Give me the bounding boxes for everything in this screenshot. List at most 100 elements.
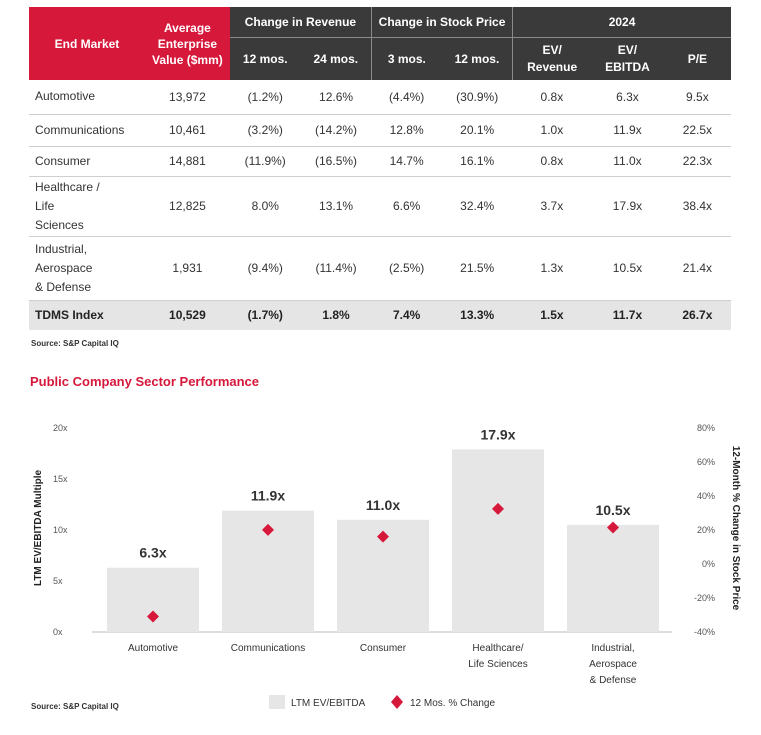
cell-stock3: 6.6%	[371, 176, 442, 237]
table-row: Healthcare / Life Sciences 12,825 8.0% 1…	[29, 176, 731, 237]
cell-rev24: 1.8%	[300, 300, 372, 330]
y2-tick-label: 40%	[697, 491, 715, 501]
cell-stock3: 7.4%	[371, 300, 442, 330]
cell-stock12: 21.5%	[441, 236, 513, 301]
cell-rev12: 8.0%	[229, 176, 301, 237]
cell-stock12: 32.4%	[441, 176, 513, 237]
category-label: Industrial, Aerospace & Defense	[589, 643, 637, 686]
cell-rev12: (11.9%)	[229, 146, 301, 177]
legend-label-ebitda: LTM EV/EBITDA	[291, 698, 366, 709]
cell-ev: 12,825	[144, 176, 230, 237]
cell-stock3: (2.5%)	[371, 236, 442, 301]
y2-tick-label: 0%	[702, 559, 715, 569]
header-change-revenue: Change in Revenue	[229, 7, 372, 38]
category-label: Consumer	[360, 643, 407, 654]
stock-change-marker	[377, 530, 389, 543]
y2-tick-label: -20%	[694, 593, 715, 603]
y-tick-label: 15x	[53, 474, 68, 484]
stock-change-marker	[262, 523, 274, 536]
bar-4	[567, 524, 659, 632]
header-pe: P/E	[663, 37, 731, 80]
cell-stock3: (4.4%)	[371, 80, 442, 115]
cell-market: Healthcare / Life Sciences	[29, 176, 145, 237]
cell-ev-ebitda: 10.5x	[591, 236, 664, 301]
cell-ev-revenue: 1.3x	[512, 236, 592, 301]
cell-market: TDMS Index	[29, 300, 145, 330]
y2-tick-label: 60%	[697, 457, 715, 467]
header-end-market: End Market	[29, 7, 145, 80]
y2-tick-label: 20%	[697, 525, 715, 535]
legend-label-stock-change: 12 Mos. % Change	[410, 698, 495, 709]
cell-stock12: 16.1%	[441, 146, 513, 177]
cell-ev-ebitda: 11.9x	[591, 114, 664, 147]
cell-rev24: 13.1%	[300, 176, 372, 237]
cell-ev-revenue: 0.8x	[512, 146, 592, 177]
cell-ev-revenue: 3.7x	[512, 176, 592, 237]
table-total-row: TDMS Index 10,529 (1.7%) 1.8% 7.4% 13.3%…	[29, 300, 731, 330]
cell-ev-ebitda: 11.7x	[591, 300, 664, 330]
cell-market: Industrial, Aerospace & Defense	[29, 236, 145, 301]
bar-value-label: 11.0x	[366, 497, 400, 513]
y2-tick-label: 80%	[697, 423, 715, 433]
cell-rev24: (16.5%)	[300, 146, 372, 177]
y-axis-label: LTM EV/EBITDA Multiple	[33, 470, 44, 587]
header-ev-revenue: EV/ Revenue	[512, 37, 592, 80]
header-rev-24: 24 mos.	[300, 37, 372, 80]
cell-ev-revenue: 0.8x	[512, 80, 592, 115]
header-year: 2024	[512, 7, 731, 38]
y-tick-label: 20x	[53, 423, 68, 433]
bar-value-label: 17.9x	[480, 426, 515, 442]
valuation-table: End Market Average Enterprise Value ($mm…	[29, 7, 731, 330]
header-stock-12: 12 mos.	[441, 37, 513, 80]
header-stock-3: 3 mos.	[370, 37, 442, 80]
source-note-bottom: Source: S&P Capital IQ	[31, 702, 119, 711]
y-tick-label: 10x	[53, 525, 68, 535]
stock-change-marker	[492, 502, 504, 515]
cell-rev12: (1.2%)	[229, 80, 301, 115]
stock-change-marker	[147, 610, 159, 623]
cell-ev-ebitda: 11.0x	[591, 146, 664, 177]
table-row: Communications 10,461 (3.2%) (14.2%) 12.…	[29, 114, 731, 147]
category-label: Healthcare/Life Sciences	[468, 643, 527, 670]
cell-market: Automotive	[29, 80, 145, 115]
stock-change-marker	[607, 521, 619, 534]
bar-value-label: 6.3x	[139, 545, 166, 561]
cell-pe: 21.4x	[663, 236, 731, 301]
legend-bar-swatch	[269, 695, 285, 709]
cell-rev24: (14.2%)	[300, 114, 372, 147]
cell-stock12: 13.3%	[441, 300, 513, 330]
cell-rev12: (9.4%)	[229, 236, 301, 301]
category-label: Communications	[231, 643, 305, 654]
bar-3	[452, 449, 544, 632]
cell-ev: 13,972	[144, 80, 230, 115]
header-rev-12: 12 mos.	[229, 37, 301, 80]
cell-ev: 14,881	[144, 146, 230, 177]
cell-ev-ebitda: 6.3x	[591, 80, 664, 115]
cell-stock3: 12.8%	[371, 114, 442, 147]
source-note-top: Source: S&P Capital IQ	[31, 339, 119, 348]
cell-stock3: 14.7%	[371, 146, 442, 177]
cell-ev: 10,461	[144, 114, 230, 147]
cell-rev12: (1.7%)	[229, 300, 301, 330]
cell-stock12: (30.9%)	[441, 80, 513, 115]
cell-pe: 22.5x	[663, 114, 731, 147]
cell-ev-revenue: 1.5x	[512, 300, 592, 330]
bar-value-label: 10.5x	[595, 502, 630, 518]
chart-title: Public Company Sector Performance	[30, 374, 260, 389]
cell-pe: 9.5x	[663, 80, 731, 115]
bar-value-label: 11.9x	[251, 488, 285, 504]
y-tick-label: 0x	[53, 627, 63, 637]
y-tick-label: 5x	[53, 576, 63, 586]
cell-pe: 22.3x	[663, 146, 731, 177]
y2-axis-label: 12-Month % Change in Stock Price	[730, 446, 741, 611]
cell-stock12: 20.1%	[441, 114, 513, 147]
cell-market: Consumer	[29, 146, 145, 177]
table-row: Consumer 14,881 (11.9%) (16.5%) 14.7% 16…	[29, 146, 731, 177]
cell-rev12: (3.2%)	[229, 114, 301, 147]
cell-pe: 38.4x	[663, 176, 731, 237]
y2-tick-label: -40%	[694, 627, 715, 637]
header-avg-ev: Average Enterprise Value ($mm)	[144, 7, 230, 80]
cell-rev24: (11.4%)	[300, 236, 372, 301]
cell-ev-ebitda: 17.9x	[591, 176, 664, 237]
